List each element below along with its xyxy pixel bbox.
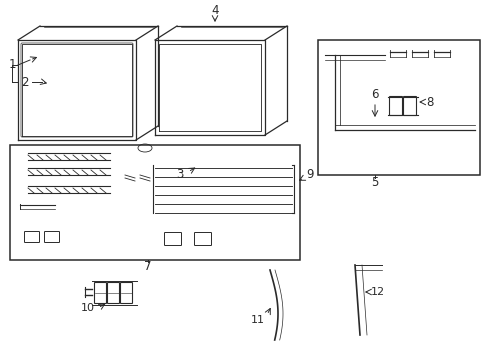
Text: 11: 11 (250, 315, 264, 325)
Text: 3: 3 (176, 168, 183, 181)
Text: 12: 12 (370, 287, 384, 297)
Text: 7: 7 (144, 261, 151, 274)
Text: 5: 5 (370, 176, 378, 189)
FancyBboxPatch shape (10, 145, 299, 260)
Text: 6: 6 (370, 89, 378, 102)
FancyBboxPatch shape (317, 40, 479, 175)
Text: 4: 4 (211, 4, 218, 17)
Text: 1: 1 (8, 58, 16, 72)
Text: 10: 10 (81, 303, 95, 313)
Text: 8: 8 (426, 95, 433, 108)
Text: 2: 2 (21, 76, 29, 89)
Text: 9: 9 (305, 168, 313, 181)
